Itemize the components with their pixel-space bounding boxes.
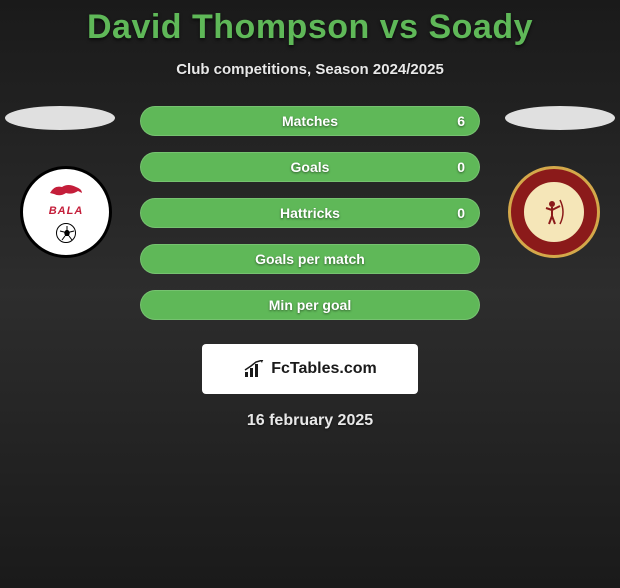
club-badge-left: BALA: [20, 166, 112, 258]
stat-right-value: 0: [457, 205, 465, 221]
stat-label: Goals per match: [255, 251, 365, 267]
stats-table: Matches 6 Goals 0 Hattricks 0 Goals per …: [140, 106, 480, 336]
stat-row-goals: Goals 0: [140, 152, 480, 182]
stat-row-hattricks: Hattricks 0: [140, 198, 480, 228]
stat-right-value: 6: [457, 113, 465, 129]
stat-label: Min per goal: [269, 297, 351, 313]
stat-row-min-per-goal: Min per goal: [140, 290, 480, 320]
player-shadow-right: [505, 106, 615, 130]
dragon-icon: [46, 179, 86, 201]
comparison-area: BALA Matches: [0, 106, 620, 326]
branding-box: FcTables.com: [202, 344, 418, 394]
player-shadow-left: [5, 106, 115, 130]
stat-label: Matches: [282, 113, 338, 129]
stat-label: Goals: [291, 159, 330, 175]
page-title: David Thompson vs Soady: [0, 8, 620, 47]
chart-icon: [243, 360, 265, 378]
club-badge-right: [508, 166, 600, 258]
club-badge-left-text: BALA: [49, 205, 84, 217]
club-badge-right-inner: [522, 180, 586, 244]
stat-row-goals-per-match: Goals per match: [140, 244, 480, 274]
club-badge-left-inner: BALA: [27, 173, 105, 251]
footer-date: 16 february 2025: [0, 412, 620, 430]
archer-icon: [538, 196, 570, 228]
soccer-ball-icon: [56, 223, 76, 243]
stat-label: Hattricks: [280, 205, 340, 221]
stat-row-matches: Matches 6: [140, 106, 480, 136]
page-subtitle: Club competitions, Season 2024/2025: [0, 61, 620, 78]
branding-text: FcTables.com: [271, 360, 377, 378]
stat-right-value: 0: [457, 159, 465, 175]
